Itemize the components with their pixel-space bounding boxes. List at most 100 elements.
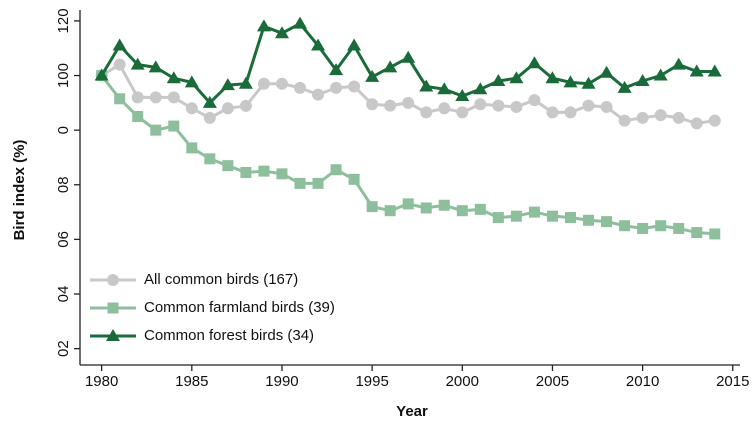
data-point xyxy=(130,57,145,70)
data-point xyxy=(438,102,451,115)
data-point xyxy=(456,205,468,217)
data-point xyxy=(689,64,704,77)
data-point xyxy=(131,91,144,104)
data-point xyxy=(148,60,163,73)
data-point xyxy=(312,177,324,189)
data-point xyxy=(491,74,506,86)
data-point xyxy=(185,102,198,115)
data-point xyxy=(168,120,180,132)
legend-label: Common farmland birds (39) xyxy=(144,299,335,316)
data-point xyxy=(167,91,180,104)
data-point xyxy=(617,80,632,93)
data-point xyxy=(492,212,504,224)
data-point xyxy=(149,91,162,104)
data-point xyxy=(293,16,307,29)
data-point xyxy=(619,220,631,232)
data-point xyxy=(636,111,649,124)
legend-marker xyxy=(106,329,120,341)
data-point xyxy=(330,81,343,94)
data-point xyxy=(654,109,667,122)
data-point xyxy=(258,165,270,177)
data-point xyxy=(384,99,397,112)
data-point xyxy=(150,124,162,136)
data-point xyxy=(690,117,703,130)
data-point xyxy=(239,99,252,112)
x-tick-label: 1985 xyxy=(175,373,208,390)
y-tick-label: 08 xyxy=(55,176,72,193)
data-point xyxy=(473,82,488,95)
x-tick-label: 2005 xyxy=(536,373,569,390)
data-point xyxy=(114,93,126,105)
legend-marker xyxy=(107,302,119,314)
data-point xyxy=(563,75,578,88)
data-point xyxy=(546,210,558,222)
data-point xyxy=(653,68,668,81)
x-tick-label: 1990 xyxy=(265,373,298,390)
data-point xyxy=(635,74,650,86)
data-point xyxy=(546,106,559,119)
data-point xyxy=(256,19,271,32)
data-point xyxy=(707,64,722,77)
data-point xyxy=(329,63,344,76)
data-point xyxy=(419,79,434,92)
data-point xyxy=(204,153,216,165)
data-point xyxy=(474,98,487,111)
data-point xyxy=(420,106,433,119)
x-axis-label: Year xyxy=(396,403,428,420)
data-point xyxy=(365,69,380,82)
y-tick-label: 120 xyxy=(55,8,72,33)
y-axis-label: Bird index (%) xyxy=(11,140,28,241)
data-point xyxy=(383,60,398,73)
data-point xyxy=(257,77,270,90)
data-point xyxy=(401,50,416,63)
data-point xyxy=(312,88,325,101)
data-point xyxy=(691,227,703,239)
legend-label: Common forest birds (34) xyxy=(144,327,314,344)
y-tick-label: 0 xyxy=(55,126,72,134)
data-point xyxy=(492,99,505,112)
y-tick-label: 04 xyxy=(55,286,72,303)
data-point xyxy=(600,100,613,113)
data-point xyxy=(437,82,452,95)
y-tick-label: 100 xyxy=(55,63,72,88)
data-point xyxy=(599,65,614,78)
data-point xyxy=(166,71,181,84)
x-tick-label: 1980 xyxy=(85,373,118,390)
data-point xyxy=(186,142,198,154)
data-point xyxy=(510,210,522,222)
data-point xyxy=(564,212,576,224)
data-point xyxy=(474,203,486,215)
data-point xyxy=(581,76,596,89)
data-point xyxy=(311,38,326,51)
data-point xyxy=(222,160,234,172)
data-point xyxy=(294,177,306,189)
data-point xyxy=(564,106,577,119)
data-point xyxy=(420,202,432,214)
data-point xyxy=(276,168,288,180)
data-point xyxy=(672,111,685,124)
data-point xyxy=(238,76,253,89)
data-point xyxy=(509,71,524,84)
data-point xyxy=(240,166,252,178)
data-point xyxy=(456,106,469,119)
data-point xyxy=(673,222,685,234)
legend-label: All common birds (167) xyxy=(144,271,298,288)
data-point xyxy=(637,222,649,234)
data-point xyxy=(527,56,542,69)
data-point xyxy=(348,80,361,93)
data-point xyxy=(113,58,126,71)
data-point xyxy=(294,81,306,94)
data-point xyxy=(184,75,199,88)
data-point xyxy=(709,228,721,240)
x-tick-label: 2000 xyxy=(446,373,479,390)
data-point xyxy=(112,38,127,51)
y-tick-label: 06 xyxy=(55,231,72,248)
data-point xyxy=(582,99,595,112)
x-tick-label: 2015 xyxy=(716,373,749,390)
data-point xyxy=(366,98,379,111)
data-point xyxy=(510,100,523,113)
data-point xyxy=(402,96,415,109)
series-line xyxy=(100,62,715,125)
y-tick-label: 02 xyxy=(55,340,72,357)
data-point xyxy=(528,206,540,218)
